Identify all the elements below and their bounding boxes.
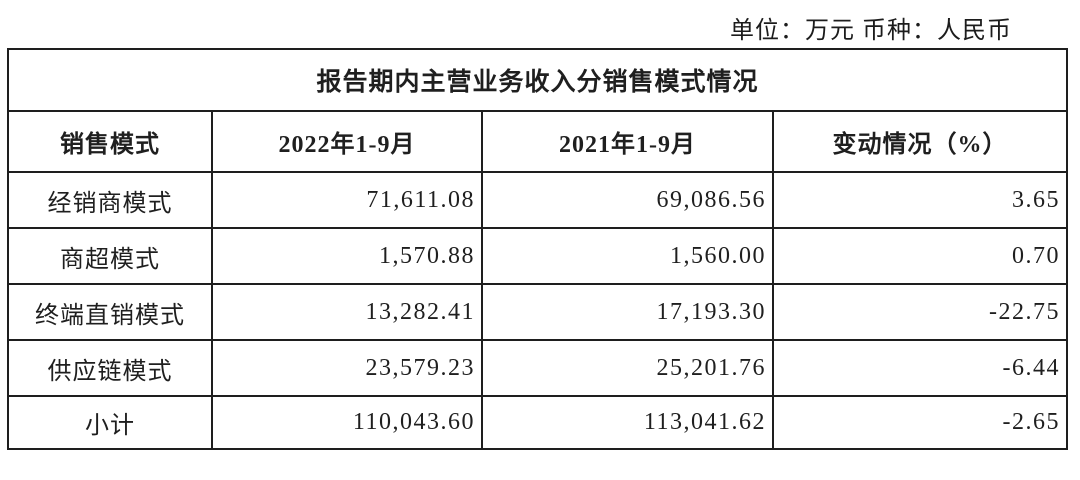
table-row-distributor: 经销商模式 71,611.08 69,086.56 3.65 xyxy=(7,171,1069,229)
cell-change-pct: -6.44 xyxy=(771,339,1069,397)
cell-change-pct: -22.75 xyxy=(771,283,1069,341)
cell-2022-value: 1,570.88 xyxy=(211,227,483,285)
cell-2021-value: 17,193.30 xyxy=(481,283,774,341)
table-row-supply-chain: 供应链模式 23,579.23 25,201.76 -6.44 xyxy=(7,339,1069,397)
table-row-supermarket: 商超模式 1,570.88 1,560.00 0.70 xyxy=(7,227,1069,285)
cell-2021-value: 25,201.76 xyxy=(481,339,774,397)
cell-2022-value: 71,611.08 xyxy=(211,171,483,229)
cell-2021-value: 1,560.00 xyxy=(481,227,774,285)
col-header-2021-period: 2021年1-9月 xyxy=(481,110,774,173)
col-header-change-pct: 变动情况（%） xyxy=(771,110,1069,173)
table-row-terminal-direct: 终端直销模式 13,282.41 17,193.30 -22.75 xyxy=(7,283,1069,341)
cell-change-pct: -2.65 xyxy=(771,395,1069,450)
cell-mode: 小计 xyxy=(7,395,213,450)
table-row-subtotal: 小计 110,043.60 113,041.62 -2.65 xyxy=(7,395,1069,450)
unit-currency-note: 单位：万元 币种：人民币 xyxy=(730,18,1012,44)
table-title: 报告期内主营业务收入分销售模式情况 xyxy=(6,48,1069,112)
col-header-sales-mode: 销售模式 xyxy=(7,110,213,173)
cell-change-pct: 3.65 xyxy=(771,171,1069,229)
cell-mode: 终端直销模式 xyxy=(7,283,213,341)
cell-2021-value: 113,041.62 xyxy=(481,395,774,450)
cell-change-pct: 0.70 xyxy=(771,227,1069,285)
sales-mode-revenue-table: 报告期内主营业务收入分销售模式情况 销售模式 2022年1-9月 2021年1-… xyxy=(6,48,1069,450)
cell-2022-value: 110,043.60 xyxy=(211,395,483,450)
col-header-2022-period: 2022年1-9月 xyxy=(211,110,483,173)
cell-2022-value: 23,579.23 xyxy=(211,339,483,397)
cell-mode: 经销商模式 xyxy=(7,171,213,229)
table-title-row: 报告期内主营业务收入分销售模式情况 xyxy=(6,48,1069,112)
cell-2022-value: 13,282.41 xyxy=(211,283,483,341)
cell-2021-value: 69,086.56 xyxy=(481,171,774,229)
cell-mode: 商超模式 xyxy=(7,227,213,285)
cell-mode: 供应链模式 xyxy=(7,339,213,397)
table-header-row: 销售模式 2022年1-9月 2021年1-9月 变动情况（%） xyxy=(7,110,1069,173)
